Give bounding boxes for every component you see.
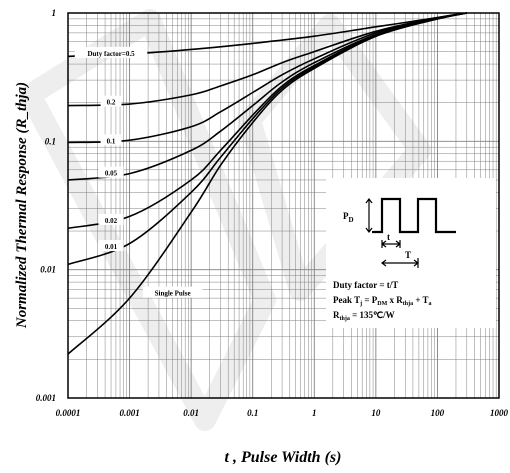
pd-label: PD (343, 211, 354, 224)
x-tick-label: 100 (431, 408, 445, 418)
plot-grid (67, 13, 499, 399)
annotation-box (326, 178, 496, 328)
curve-label-bg (98, 213, 124, 225)
y-tick-label: 1 (52, 8, 57, 18)
t-arrow (381, 240, 401, 248)
curve-label: Single Pulse (155, 290, 191, 298)
y-tick-label: 0.01 (40, 265, 56, 275)
curve-label: 0.1 (107, 137, 116, 145)
pulse-annotation: PD t T Duty factor = t/T Peak Tj = PDM x… (326, 178, 496, 328)
curve-label: 0.01 (105, 243, 118, 251)
curve-label-bg (142, 286, 203, 298)
peak-tj-formula: Peak Tj = PDM x Rthja + Ta (333, 295, 432, 307)
curve-label: Duty factor=0.5 (87, 50, 135, 58)
x-tick-labels: 0.0001 0.001 0.01 0.1 1 10 100 1000 (56, 408, 509, 418)
x-axis-title: t , Pulse Width (s) (225, 449, 342, 466)
T-label: T (405, 250, 411, 260)
curve-line (67, 12, 467, 107)
curve-line (67, 12, 467, 144)
x-tick-label: 0.001 (119, 408, 139, 418)
curve-label-bg (98, 240, 124, 252)
t-label: t (387, 232, 390, 242)
x-tick-label: 1 (312, 408, 317, 418)
plot-frame (67, 12, 500, 399)
y-axis-title: Normalized Thermal Response (R_thja) (14, 82, 30, 329)
curve-label: 0.2 (107, 99, 116, 107)
x-tick-label: 10 (371, 408, 381, 418)
rthja-formula: Rthja = 135℃/W (333, 310, 395, 322)
y-tick-label: 0.1 (45, 136, 56, 146)
x-tick-label: 0.01 (183, 408, 199, 418)
curve-label-bg (74, 46, 148, 58)
y-tick-labels: 0.001 0.01 0.1 1 (36, 8, 56, 403)
T-arrow (381, 258, 419, 268)
pulse-waveform (372, 197, 456, 234)
curve-label-bg (98, 166, 124, 178)
x-tick-label: 0.1 (247, 408, 258, 418)
pd-arrow (365, 198, 373, 233)
curve-label: 0.05 (105, 170, 118, 178)
curve-label-bg (100, 134, 122, 146)
curve-labels: Duty factor=0.5 0.2 0.1 0.05 0.02 0.01 Single … (74, 46, 203, 298)
curve-label: 0.02 (105, 217, 118, 225)
x-tick-label: 0.0001 (56, 408, 81, 418)
curve-line (67, 12, 467, 355)
x-tick-label: 1000 (490, 408, 509, 418)
watermark-logo (19, 9, 431, 431)
y-tick-label: 0.001 (36, 393, 56, 403)
curve-label-bg (100, 95, 122, 107)
duty-factor-formula: Duty factor = t/T (333, 280, 398, 290)
